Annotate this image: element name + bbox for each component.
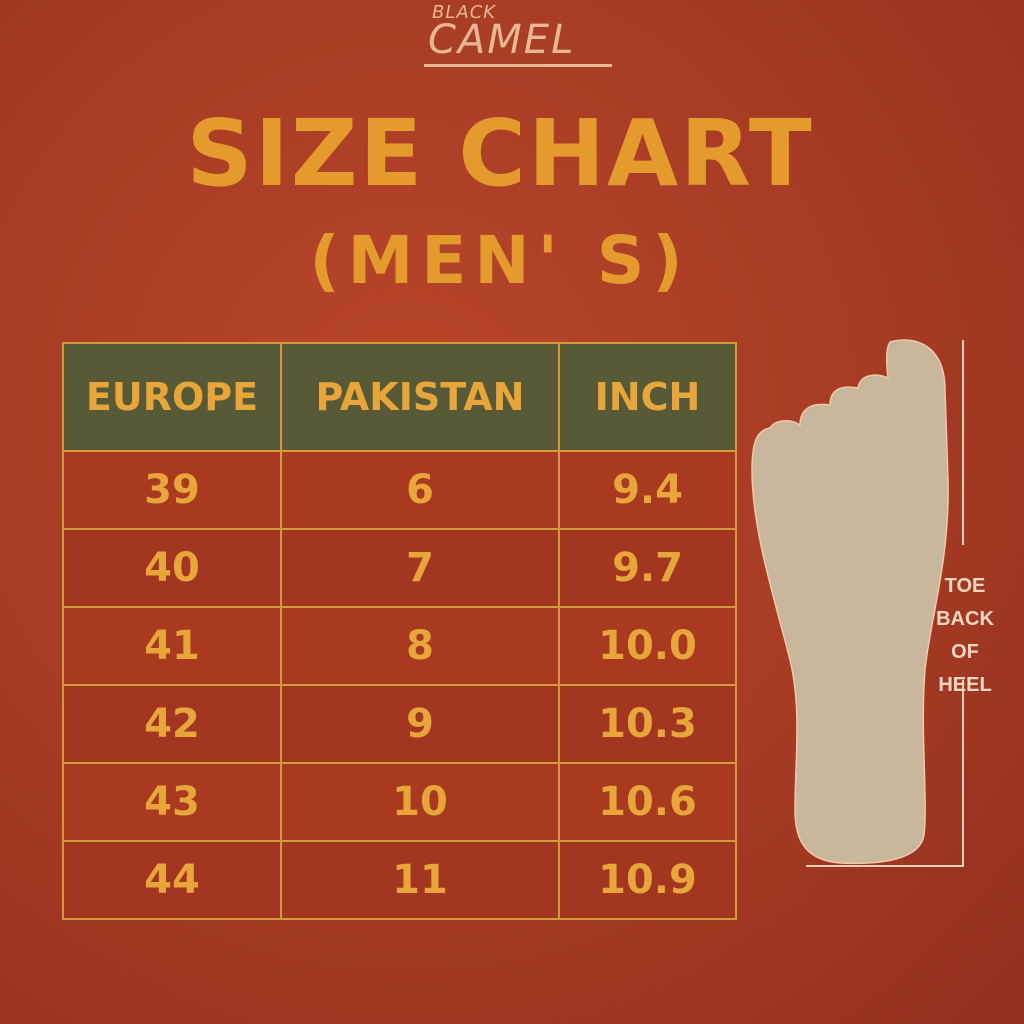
logo-underline [424, 64, 612, 67]
table-row: 39 6 9.4 [62, 450, 737, 530]
cell-pakistan: 6 [280, 450, 560, 530]
cell-europe: 44 [62, 840, 282, 920]
logo-top-text: BLACK [432, 2, 497, 23]
cell-pakistan: 7 [280, 528, 560, 608]
measurement-label: TOE BACK OF HEEL [925, 570, 1005, 702]
header-pakistan: PAKISTAN [280, 342, 560, 452]
header-europe: EUROPE [62, 342, 282, 452]
cell-inch: 10.0 [558, 606, 737, 686]
page-subtitle: (MEN' S) [309, 222, 691, 299]
table-row: 40 7 9.7 [62, 528, 737, 608]
table-row: 43 10 10.6 [62, 762, 737, 842]
measure-label-line: OF [951, 641, 979, 663]
cell-pakistan: 8 [280, 606, 560, 686]
cell-inch: 10.9 [558, 840, 737, 920]
cell-europe: 40 [62, 528, 282, 608]
cell-inch: 9.7 [558, 528, 737, 608]
header-inch: INCH [558, 342, 737, 452]
table-row: 44 11 10.9 [62, 840, 737, 920]
table-row: 41 8 10.0 [62, 606, 737, 686]
measure-label-line: HEEL [938, 674, 992, 696]
measure-label-line: BACK [936, 608, 994, 630]
foot-illustration [751, 339, 964, 867]
table-row: 42 9 10.3 [62, 684, 737, 764]
cell-europe: 41 [62, 606, 282, 686]
cell-inch: 10.3 [558, 684, 737, 764]
cell-inch: 10.6 [558, 762, 737, 842]
cell-pakistan: 11 [280, 840, 560, 920]
cell-pakistan: 10 [280, 762, 560, 842]
logo-main-text: CAMEL [428, 17, 576, 63]
cell-europe: 39 [62, 450, 282, 530]
table-header-row: EUROPE PAKISTAN INCH [62, 342, 737, 452]
foot-icon [751, 339, 949, 865]
size-table: EUROPE PAKISTAN INCH 39 6 9.4 40 7 9.7 41 8 10.0… [62, 342, 737, 920]
cell-europe: 43 [62, 762, 282, 842]
cell-europe: 42 [62, 684, 282, 764]
cell-pakistan: 9 [280, 684, 560, 764]
page-title: SIZE CHART [186, 100, 814, 207]
measure-label-line: TOE [944, 575, 986, 597]
measure-lines [806, 340, 964, 867]
brand-logo: BLACK CAMEL [424, 0, 612, 72]
cell-inch: 9.4 [558, 450, 737, 530]
